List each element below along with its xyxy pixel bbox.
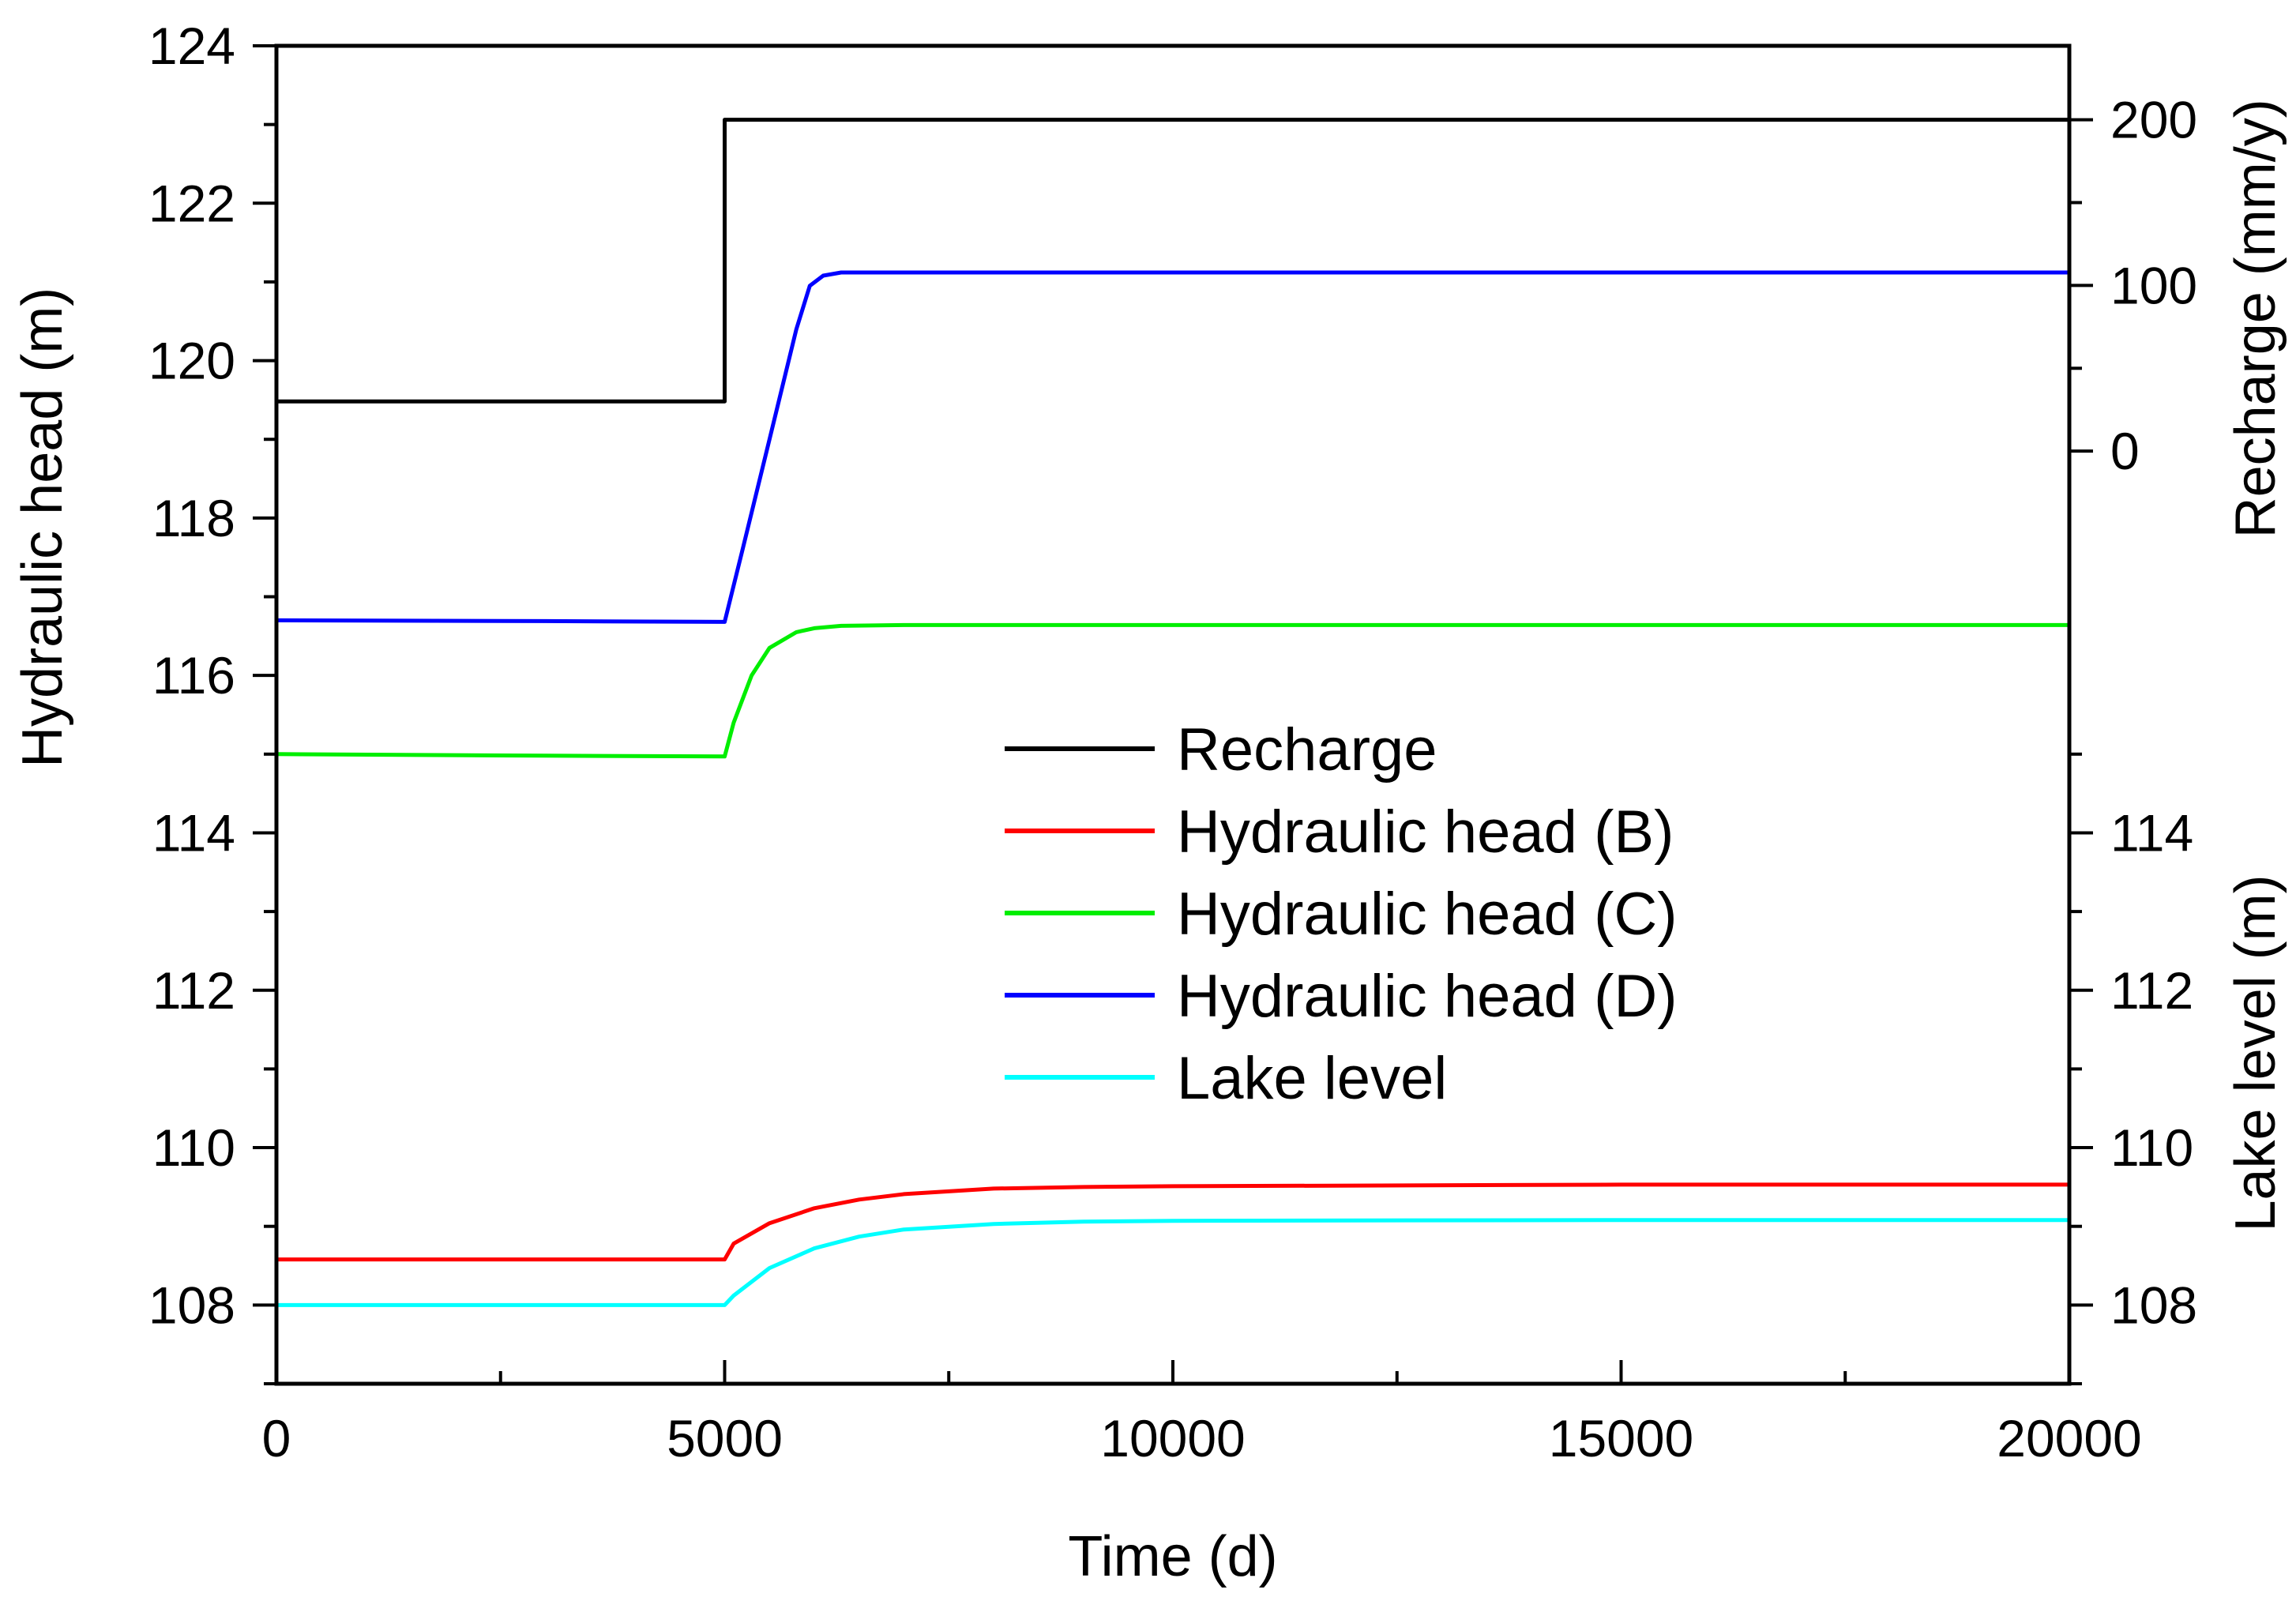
x-axis-title: Time (d): [1068, 1525, 1277, 1588]
y-left-tick-label: 108: [148, 1276, 235, 1334]
x-tick-label: 0: [262, 1409, 291, 1467]
y-left-tick-label: 122: [148, 174, 235, 232]
y-left-axis-title: Hydraulic head (m): [11, 287, 74, 768]
y-left-tick-label: 112: [152, 961, 235, 1020]
lake-level-tick-label: 112: [2110, 961, 2193, 1020]
series-line-hydraulic-head-c: [276, 622, 2069, 759]
legend-label-hydraulic-head-b: Hydraulic head (B): [1177, 798, 1674, 866]
axes-layer: 0 5000 10000 15000 20000 108 110 112 114 116 118 12…: [148, 17, 2197, 1467]
series-line-hydraulic-head-d: [276, 270, 2069, 624]
axis-titles-layer: Time (d) Hydraulic head (m) Recharge (mm…: [11, 99, 2287, 1588]
legend-label-hydraulic-head-c: Hydraulic head (C): [1177, 881, 1678, 948]
x-tick-label: 20000: [1997, 1409, 2142, 1467]
series-line-hydraulic-head-b: [276, 1182, 2069, 1262]
y-left-tick-label: 116: [152, 646, 235, 705]
series-line-lake-level: [276, 1218, 2069, 1307]
x-tick-label: 10000: [1100, 1409, 1246, 1467]
series-line-recharge: [276, 118, 2069, 404]
y-left-tick-label: 110: [152, 1118, 235, 1177]
recharge-tick-label: 0: [2110, 422, 2140, 480]
lake-level-tick-label: 114: [2110, 803, 2193, 862]
recharge-tick-label: 100: [2110, 256, 2197, 314]
recharge-tick-label: 200: [2110, 91, 2197, 149]
legend-label-hydraulic-head-d: Hydraulic head (D): [1177, 963, 1678, 1030]
recharge-axis-title: Recharge (mm/y): [2224, 99, 2287, 538]
x-tick-label: 5000: [667, 1409, 783, 1467]
legend-label-recharge: Recharge: [1177, 716, 1437, 783]
lake-level-axis-title: Lake level (m): [2224, 874, 2287, 1231]
y-left-tick-label: 124: [148, 17, 235, 75]
lake-level-tick-label: 108: [2110, 1276, 2197, 1334]
series-layer: [276, 118, 2069, 1307]
y-left-tick-label: 118: [152, 489, 235, 547]
lake-level-tick-label: 110: [2110, 1118, 2193, 1177]
legend-label-lake-level: Lake level: [1177, 1045, 1447, 1112]
x-tick-label: 15000: [1549, 1409, 1694, 1467]
y-left-tick-label: 120: [148, 332, 235, 390]
legend: Recharge Hydraulic head (B) Hydraulic head…: [1005, 716, 1678, 1112]
y-left-tick-label: 114: [152, 803, 235, 862]
